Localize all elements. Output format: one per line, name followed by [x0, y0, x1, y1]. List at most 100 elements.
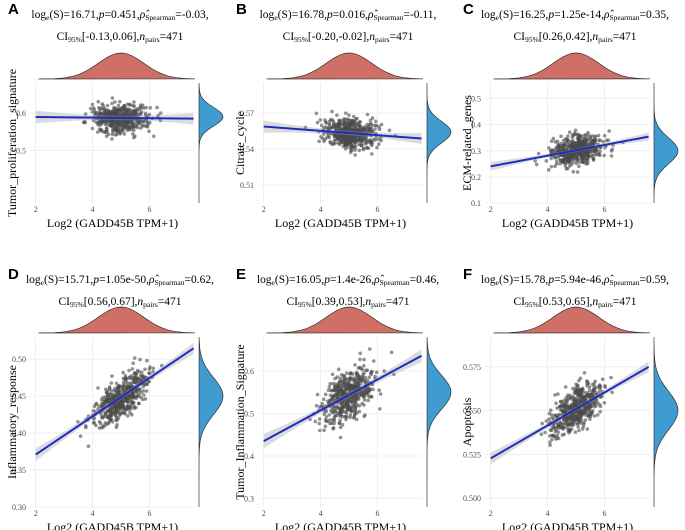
data-point — [107, 413, 112, 418]
data-point — [346, 396, 351, 400]
y-tick-label: 0.500 — [463, 494, 481, 503]
data-point — [338, 435, 343, 440]
data-point — [576, 398, 581, 402]
stat-line-top-part: Spearman — [145, 13, 175, 22]
data-point — [324, 415, 329, 419]
stat-line-top-part: (S)=15.78, — [499, 274, 548, 286]
stat-line-bottom: CI95%[0.53,0.65],npairs=471 — [513, 296, 636, 309]
data-point — [99, 412, 103, 416]
data-point — [127, 127, 131, 132]
data-point — [571, 169, 576, 174]
data-point — [577, 428, 581, 433]
data-point — [121, 376, 126, 381]
data-point — [392, 372, 396, 377]
data-point — [132, 380, 137, 385]
data-point — [602, 401, 607, 405]
x-density-curve — [266, 52, 424, 80]
data-point — [570, 133, 575, 137]
data-point — [573, 386, 578, 390]
data-point — [572, 402, 576, 407]
x-tick-label: 2 — [489, 205, 493, 214]
stat-line-bottom-part: n — [365, 296, 371, 308]
data-point — [151, 370, 155, 374]
data-point — [589, 412, 593, 417]
data-point — [349, 118, 353, 123]
data-point — [314, 403, 319, 408]
data-point — [104, 130, 108, 134]
x-tick-label: 4 — [91, 509, 95, 518]
stat-line-top-part: (S)=16.71, — [49, 9, 98, 21]
data-point — [356, 366, 361, 370]
data-point — [101, 415, 105, 419]
data-point — [585, 427, 590, 431]
data-point — [353, 124, 358, 129]
y-density-curve — [653, 337, 679, 507]
data-point — [361, 147, 366, 152]
data-point — [145, 382, 149, 387]
data-point — [583, 413, 588, 417]
data-point — [342, 384, 347, 389]
data-point — [138, 126, 143, 130]
stat-line-bottom-part: n — [137, 296, 143, 308]
data-point — [349, 148, 354, 153]
data-point — [317, 417, 322, 421]
data-point — [539, 432, 544, 437]
data-point — [86, 444, 91, 449]
data-point — [338, 418, 342, 423]
data-point — [349, 377, 354, 382]
data-point — [573, 430, 578, 435]
data-point — [365, 141, 369, 145]
data-point — [361, 379, 365, 383]
data-point — [340, 135, 344, 139]
stat-line-top-part: (S)=15.71, — [44, 274, 93, 286]
stat-line-top-part: ρ̂ — [373, 274, 385, 286]
data-point — [348, 145, 353, 150]
data-point — [536, 151, 541, 156]
data-point — [601, 139, 605, 144]
data-point — [366, 124, 371, 129]
stat-line-bottom-part: CI — [513, 31, 525, 43]
data-point — [331, 426, 336, 430]
data-point — [335, 127, 340, 132]
data-point — [355, 116, 359, 121]
data-point — [344, 414, 349, 419]
data-point — [598, 409, 602, 414]
data-point — [341, 144, 346, 149]
data-point — [341, 406, 346, 410]
data-point — [566, 404, 570, 408]
data-point — [147, 129, 151, 134]
stat-line-bottom-part: CI — [57, 31, 69, 43]
data-point — [369, 121, 373, 126]
data-point — [558, 144, 563, 149]
data-point — [576, 418, 581, 422]
data-point — [123, 373, 128, 378]
data-point — [123, 399, 127, 404]
data-point — [338, 425, 343, 430]
data-point — [559, 404, 563, 408]
data-point — [344, 136, 349, 141]
data-point — [353, 407, 358, 412]
data-point — [131, 111, 136, 115]
data-point — [326, 126, 331, 130]
data-point — [315, 120, 320, 125]
data-point — [131, 361, 135, 366]
data-point — [327, 119, 332, 124]
data-point — [350, 137, 354, 142]
stat-line-bottom: CI95%[0.26,0.42],npairs=471 — [513, 31, 636, 44]
stat-line-top: loge(S)=16.05,p=1.4e-26,ρ̂Spearman=0.46, — [257, 274, 439, 287]
stat-line-bottom-part: n — [139, 31, 145, 43]
data-point — [84, 425, 88, 430]
data-point — [78, 434, 83, 439]
data-point — [554, 437, 558, 441]
data-point — [125, 385, 129, 389]
data-point — [594, 385, 599, 390]
data-point — [354, 392, 359, 397]
data-point — [111, 110, 116, 114]
panel-letter: A — [8, 1, 19, 18]
y-tick-label: 0.4 — [471, 121, 481, 130]
stat-line-top: loge(S)=16.71,p=0.451,ρ̂Spearman=-0.03, — [31, 9, 208, 22]
x-axis-title: Log2 (GADD45B TPM+1) — [275, 216, 406, 230]
stat-line-bottom-part: =471 — [390, 31, 414, 43]
data-point — [353, 363, 357, 367]
